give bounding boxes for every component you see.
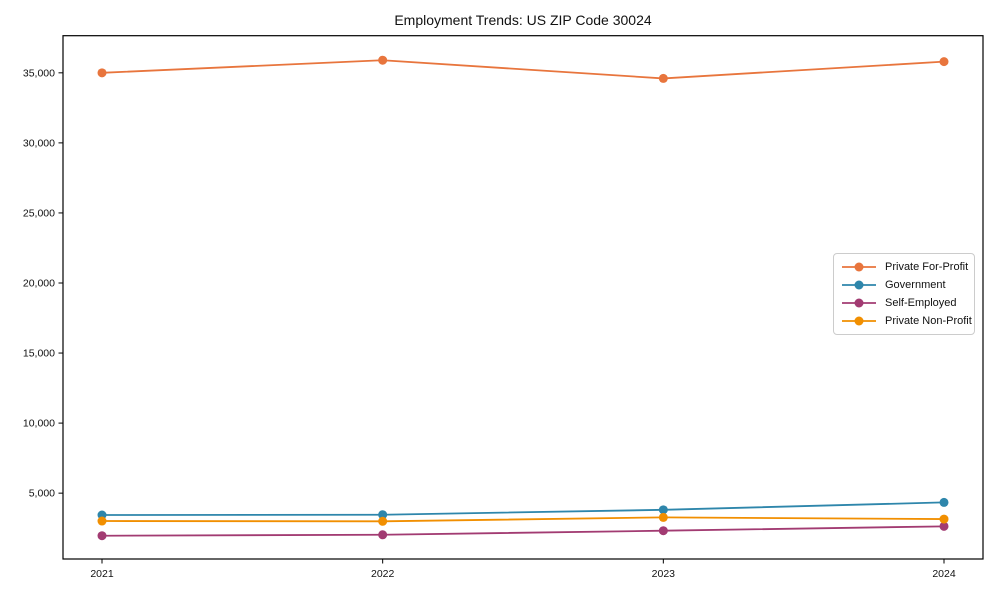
data-point-marker (939, 497, 949, 507)
x-tick-label: 2024 (932, 568, 956, 580)
data-point-marker (658, 512, 668, 522)
data-point-marker (378, 510, 388, 520)
data-point-marker (97, 531, 107, 541)
data-point-marker (658, 73, 668, 83)
legend: Private For-Profit Government Self-Emplo… (833, 253, 975, 335)
y-tick-label: 30,000 (23, 137, 55, 149)
data-point-marker (97, 516, 107, 526)
legend-entry-label: Government (885, 279, 946, 291)
series-line (101, 516, 945, 523)
legend-entry: Government (841, 276, 967, 294)
legend-entry: Self-Employed (841, 294, 967, 312)
x-tick-label: 2021 (90, 568, 114, 580)
y-tick-label: 20,000 (23, 277, 55, 289)
series-line (101, 501, 945, 516)
y-tick-label: 10,000 (23, 418, 55, 430)
y-tick-label: 35,000 (23, 67, 55, 79)
chart-title: Employment Trends: US ZIP Code 30024 (394, 12, 652, 28)
x-tick-label: 2023 (652, 568, 676, 580)
legend-entry-label: Private For-Profit (885, 261, 969, 273)
y-tick-label: 15,000 (23, 348, 55, 360)
series-line (101, 525, 945, 537)
series-line (101, 59, 945, 80)
legend-entry: Private Non-Profit (841, 312, 972, 330)
legend-marker-icon (842, 316, 876, 326)
data-point-marker (658, 505, 668, 515)
data-point-marker (378, 55, 388, 65)
legend-marker-icon (842, 280, 876, 290)
legend-entry-label: Self-Employed (885, 297, 957, 309)
data-point-marker (658, 526, 668, 536)
x-tick-label: 2022 (371, 568, 395, 580)
plot-area: 5,000 10,000 15,000 20,000 25,000 30,000 35,00… (23, 35, 984, 580)
y-tick-label: 5,000 (29, 488, 55, 500)
y-tick-label: 25,000 (23, 207, 55, 219)
data-point-marker (378, 530, 388, 540)
data-point-marker (97, 68, 107, 78)
data-point-marker (939, 514, 949, 524)
plot-border (62, 35, 984, 560)
data-point-marker (939, 57, 949, 67)
legend-marker-icon (842, 262, 876, 272)
legend-entry: Private For-Profit (841, 258, 969, 276)
data-point-marker (939, 521, 949, 531)
legend-marker-icon (842, 298, 876, 308)
legend-entry-label: Private Non-Profit (885, 315, 972, 327)
data-point-marker (378, 516, 388, 526)
